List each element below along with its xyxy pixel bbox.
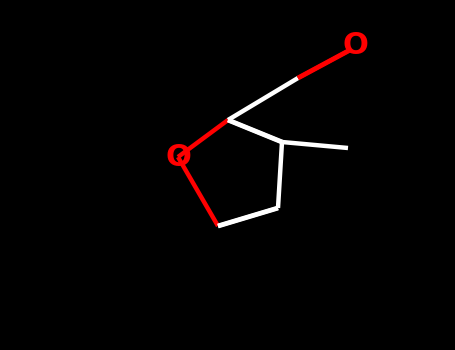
Text: O: O [342,30,368,60]
Text: O: O [165,142,191,172]
